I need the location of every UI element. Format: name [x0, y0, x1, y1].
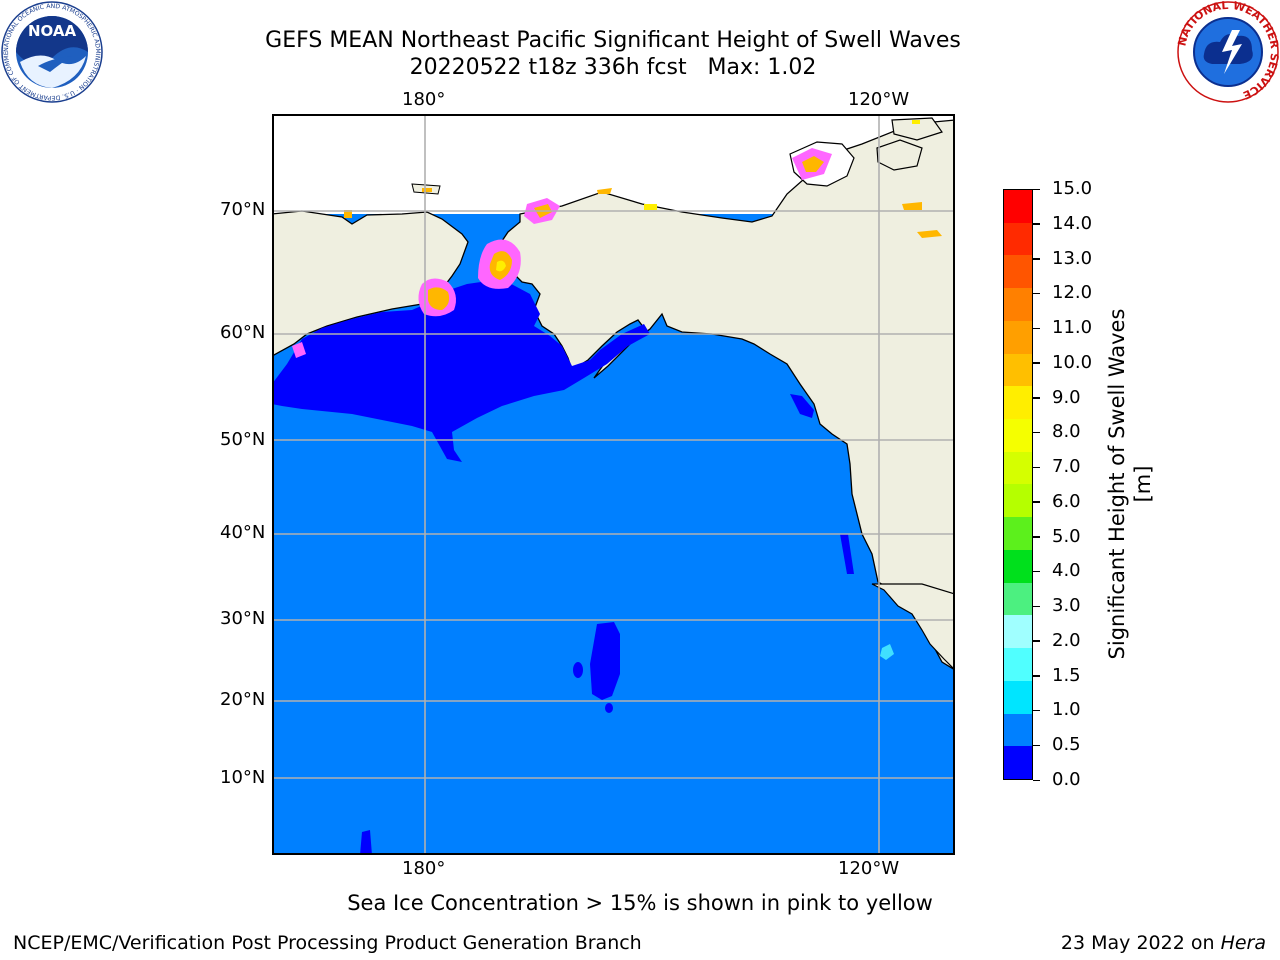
colorbar-tick-label: 2.0 [1052, 630, 1081, 651]
colorbar-segment [1004, 746, 1032, 779]
date-stamp: 23 May 2022 on Hera [1061, 932, 1266, 954]
lon-label-bottom-180: 180° [402, 858, 445, 879]
colorbar-tick-mark [1033, 328, 1040, 330]
lat-label-40n: 40°N [220, 522, 265, 543]
colorbar-tick-label: 12.0 [1052, 282, 1092, 303]
lon-label-bottom-120w: 120°W [838, 858, 899, 879]
colorbar-tick-label: 3.0 [1052, 595, 1081, 616]
colorbar-tick-label: 1.0 [1052, 699, 1081, 720]
colorbar-tick-label: 14.0 [1052, 213, 1092, 234]
map-title: GEFS MEAN Northeast Pacific Significant … [0, 28, 1226, 54]
colorbar-tick-label: 5.0 [1052, 526, 1081, 547]
map-panel [272, 114, 955, 855]
lon-label-top-180: 180° [402, 89, 445, 110]
map-subtitle: 20220522 t18z 336h fcst Max: 1.02 [0, 55, 1226, 81]
colorbar-segment [1004, 714, 1032, 747]
lon-label-top-120w: 120°W [848, 89, 909, 110]
lat-label-10n: 10°N [220, 767, 265, 788]
colorbar-tick-label: 8.0 [1052, 421, 1081, 442]
lat-label-30n: 30°N [220, 608, 265, 629]
date-text: 23 May 2022 on [1061, 932, 1221, 954]
colorbar-tick-mark [1033, 675, 1040, 677]
colorbar-tick-mark [1033, 397, 1040, 399]
colorbar-tick-label: 7.0 [1052, 456, 1081, 477]
nws-logo: NATIONAL WEATHER SERVICE [1176, 0, 1280, 104]
colorbar-tick-mark [1033, 432, 1040, 434]
colorbar-segment [1004, 484, 1032, 517]
colorbar-tick-mark [1033, 293, 1040, 295]
noaa-logo: NOAA NATIONAL OCEANIC AND ATMOSPHERIC AD… [0, 0, 104, 104]
host-name: Hera [1221, 932, 1266, 954]
colorbar-tick-label: 15.0 [1052, 178, 1092, 199]
colorbar-segment [1004, 321, 1032, 354]
colorbar-tick-mark [1033, 536, 1040, 538]
colorbar-tick-label: 11.0 [1052, 317, 1092, 338]
colorbar-tick-mark [1033, 189, 1040, 191]
colorbar-tick-label: 13.0 [1052, 248, 1092, 269]
colorbar-segment [1004, 681, 1032, 714]
colorbar-tick-label: 10.0 [1052, 352, 1092, 373]
colorbar-tick-label: 0.5 [1052, 734, 1081, 755]
colorbar-tick-mark [1033, 606, 1040, 608]
colorbar-segment [1004, 190, 1032, 223]
colorbar-tick-mark [1033, 710, 1040, 712]
colorbar-tick-mark [1033, 362, 1040, 364]
colorbar [1003, 189, 1033, 780]
colorbar-tick-mark [1033, 258, 1040, 260]
colorbar-segment [1004, 223, 1032, 256]
colorbar-tick-mark [1033, 501, 1040, 503]
colorbar-label: Significant Height of Swell Waves [m] [1104, 304, 1156, 664]
lat-label-20n: 20°N [220, 689, 265, 710]
colorbar-tick-label: 4.0 [1052, 560, 1081, 581]
colorbar-segment [1004, 583, 1032, 616]
colorbar-tick-label: 6.0 [1052, 491, 1081, 512]
lat-label-70n: 70°N [220, 199, 265, 220]
colorbar-segment [1004, 615, 1032, 648]
colorbar-segment [1004, 255, 1032, 288]
credit-text: NCEP/EMC/Verification Post Processing Pr… [13, 932, 642, 954]
colorbar-segment [1004, 288, 1032, 321]
colorbar-tick-mark [1033, 780, 1040, 782]
sea-ice-note: Sea Ice Concentration > 15% is shown in … [0, 891, 1280, 915]
colorbar-tick-mark [1033, 640, 1040, 642]
colorbar-tick-mark [1033, 571, 1040, 573]
colorbar-segment [1004, 648, 1032, 681]
colorbar-tick-label: 0.0 [1052, 769, 1081, 790]
lat-label-60n: 60°N [220, 322, 265, 343]
colorbar-tick-mark [1033, 467, 1040, 469]
colorbar-segment [1004, 354, 1032, 387]
lat-label-50n: 50°N [220, 429, 265, 450]
colorbar-segment [1004, 386, 1032, 419]
noaa-logo-text: NOAA [28, 22, 77, 40]
colorbar-tick-label: 1.5 [1052, 665, 1081, 686]
colorbar-tick-mark [1033, 745, 1040, 747]
colorbar-tick-mark [1033, 223, 1040, 225]
colorbar-segment [1004, 550, 1032, 583]
colorbar-segment [1004, 452, 1032, 485]
colorbar-segment [1004, 517, 1032, 550]
colorbar-tick-label: 9.0 [1052, 387, 1081, 408]
colorbar-segment [1004, 419, 1032, 452]
